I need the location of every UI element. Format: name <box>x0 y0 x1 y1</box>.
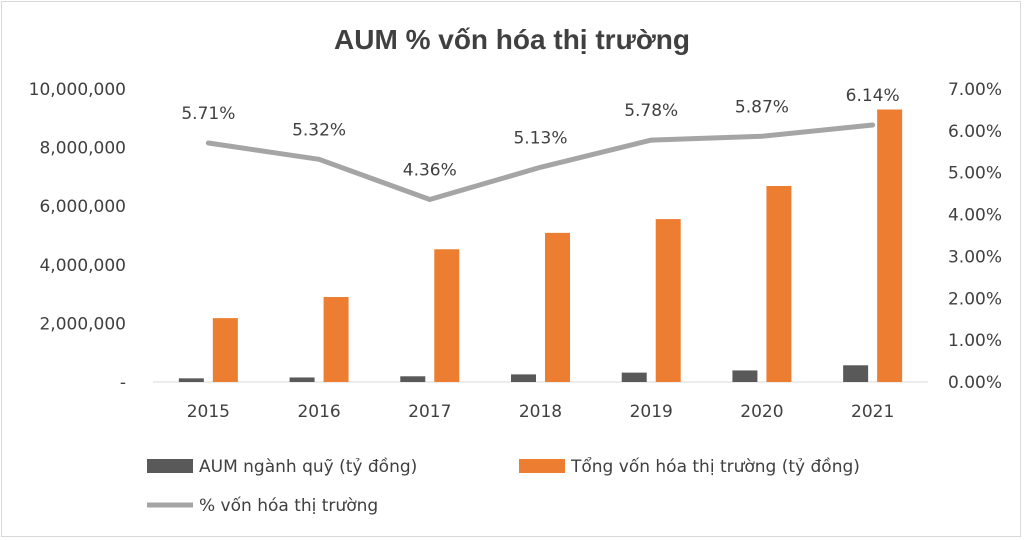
right-tick-label: 6.00% <box>948 122 1002 142</box>
market-cap-bar <box>766 185 792 382</box>
aum-bar <box>732 370 758 382</box>
right-tick-label: 4.00% <box>948 206 1002 226</box>
percent-data-label: 5.32% <box>292 120 346 140</box>
right-tick-label: 7.00% <box>948 80 1002 100</box>
legend-label: AUM ngành quỹ (tỷ đồng) <box>199 456 417 477</box>
left-tick-label: - <box>120 373 126 393</box>
left-axis: - 2,000,000 4,000,000 6,000,000 8,000,000 10,… <box>29 80 126 393</box>
bars <box>178 109 903 382</box>
percent-data-label: 4.36% <box>403 161 457 181</box>
aum-bar <box>511 374 536 382</box>
market-cap-bar <box>323 297 349 382</box>
legend-label: % vốn hóa thị trường <box>199 495 378 516</box>
right-tick-label: 3.00% <box>948 247 1002 267</box>
x-tick-label: 2015 <box>187 402 230 422</box>
right-axis: 0.00% 1.00% 2.00% 3.00% 4.00% 5.00% 6.00% 7.00% <box>948 80 1002 393</box>
x-tick-label: 2020 <box>740 402 783 422</box>
market-cap-bar <box>655 219 681 382</box>
legend: AUM ngành quỹ (tỷ đồng) Tổng vốn hóa thị … <box>147 456 860 516</box>
aum-bar <box>289 377 315 382</box>
left-tick-label: 8,000,000 <box>39 139 126 159</box>
percent-line: 5.71% 5.32% 4.36% 5.13% 5.78% 5.87% 6.14% <box>181 86 900 203</box>
market-cap-bar <box>212 318 238 382</box>
legend-swatch <box>519 459 565 473</box>
percent-line-path <box>205 122 876 203</box>
left-tick-label: 10,000,000 <box>29 80 126 100</box>
percent-data-label: 5.87% <box>735 97 789 117</box>
x-axis: 2015 2016 2017 2018 2019 2020 2021 <box>153 381 928 422</box>
left-tick-label: 4,000,000 <box>39 256 126 276</box>
aum-bar <box>178 378 204 382</box>
right-tick-label: 5.00% <box>948 164 1002 184</box>
x-tick-label: 2019 <box>630 402 673 422</box>
left-tick-label: 2,000,000 <box>39 314 126 334</box>
left-tick-label: 6,000,000 <box>39 197 126 217</box>
x-tick-label: 2018 <box>519 402 562 422</box>
right-tick-label: 0.00% <box>948 373 1002 393</box>
x-tick-label: 2016 <box>297 402 340 422</box>
percent-data-label: 5.71% <box>181 104 235 124</box>
right-tick-label: 1.00% <box>948 331 1002 351</box>
market-cap-bar <box>545 232 570 382</box>
x-tick-label: 2017 <box>408 402 451 422</box>
legend-swatch <box>147 459 193 473</box>
x-tick-label: 2021 <box>851 402 894 422</box>
chart-title: AUM % vốn hóa thị trường <box>334 24 690 55</box>
aum-bar <box>621 372 647 382</box>
market-cap-bar <box>434 249 460 382</box>
percent-data-label: 5.78% <box>624 101 678 121</box>
legend-label: Tổng vốn hóa thị trường (tỷ đồng) <box>570 456 860 477</box>
percent-data-label: 6.14% <box>846 86 900 106</box>
aum-bar <box>400 376 426 382</box>
market-cap-bar <box>877 109 903 382</box>
percent-data-label: 5.13% <box>513 128 567 148</box>
right-tick-label: 2.00% <box>948 289 1002 309</box>
aum-bar <box>843 365 869 382</box>
